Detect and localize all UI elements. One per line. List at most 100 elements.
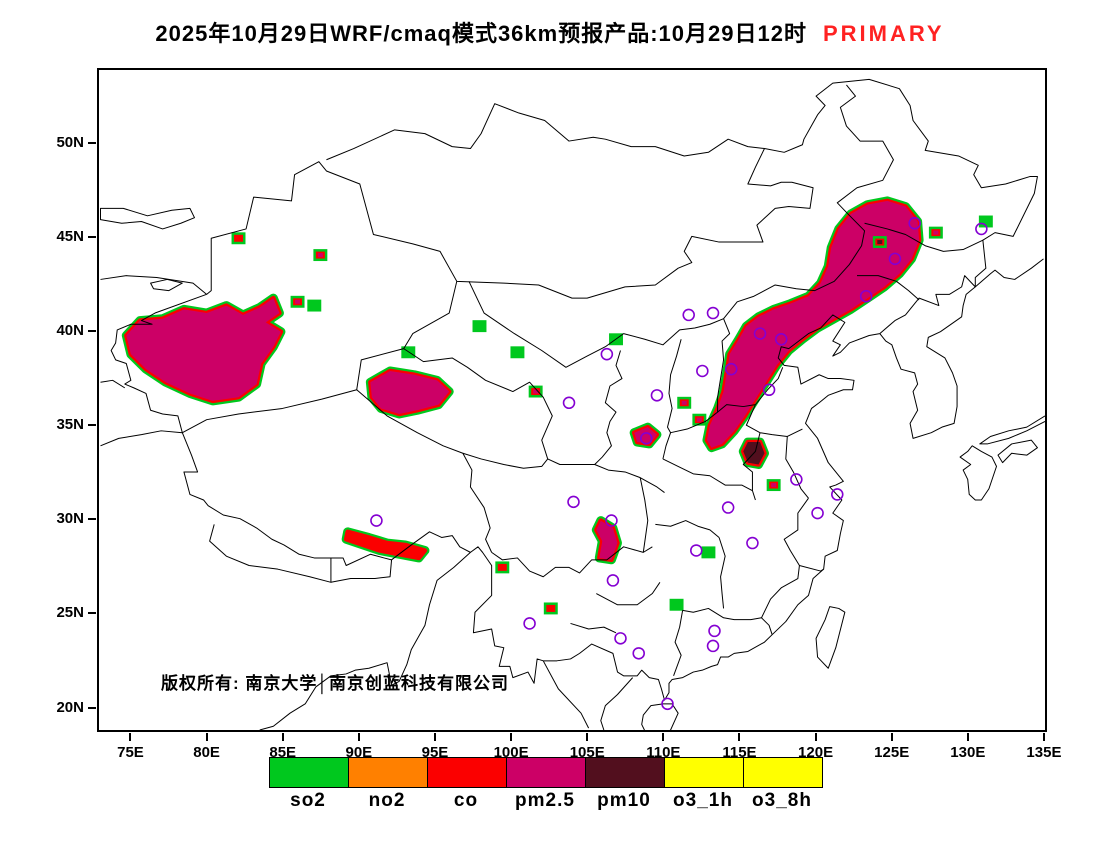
- border-line: [259, 552, 471, 730]
- legend-label-so2: so2: [290, 790, 326, 811]
- y-tick-label: 50N: [56, 134, 84, 152]
- border-line: [979, 415, 1045, 445]
- legend-swatch-pm10: [585, 757, 665, 788]
- station-circle: [370, 514, 383, 527]
- border-line: [997, 439, 1038, 464]
- border-line: [99, 207, 195, 230]
- x-tick-label: 130E: [950, 744, 986, 761]
- x-tick: [890, 733, 893, 741]
- pollution-spot: [771, 483, 777, 488]
- station-circle: [706, 306, 720, 320]
- station-circle: [567, 495, 580, 509]
- province-line: [356, 389, 493, 553]
- pollution-spot: [681, 400, 687, 405]
- border-line: [100, 430, 183, 447]
- province-line: [785, 436, 809, 499]
- x-tick-label: 80E: [193, 744, 220, 761]
- x-tick-label: 135E: [1026, 744, 1062, 761]
- y-tick: [88, 330, 96, 333]
- y-tick-label: 40N: [56, 322, 84, 340]
- x-tick: [510, 733, 513, 741]
- x-tick: [129, 733, 132, 741]
- legend-label-no2: no2: [368, 790, 406, 811]
- legend-swatch-so2: [269, 757, 349, 788]
- pollution-spot: [546, 604, 556, 612]
- copyright-text: 版权所有: 南京大学│南京创蓝科技有限公司: [161, 674, 510, 693]
- pollution-spot: [978, 215, 993, 228]
- province-line: [761, 497, 809, 618]
- y-tick: [88, 706, 96, 709]
- x-tick: [586, 733, 589, 741]
- province-line: [755, 367, 784, 405]
- station-circle: [975, 222, 988, 236]
- border-line: [879, 286, 976, 439]
- province-line: [718, 537, 726, 609]
- x-tick: [205, 733, 208, 741]
- y-tick: [88, 424, 96, 427]
- station-circle: [661, 697, 674, 711]
- province-line: [662, 458, 756, 501]
- border-line: [100, 275, 207, 295]
- border-line: [959, 445, 998, 501]
- pollution-spot: [533, 389, 539, 394]
- legend-label-o3_1h: o3_1h: [673, 790, 733, 811]
- x-tick: [281, 733, 284, 741]
- station-circle: [640, 432, 653, 445]
- station-circle: [888, 252, 902, 266]
- y-tick: [88, 142, 96, 145]
- legend-swatch-pm2.5: [506, 757, 586, 788]
- x-tick: [1042, 733, 1045, 741]
- border-line: [209, 524, 332, 583]
- province-line: [403, 348, 553, 460]
- border-line: [815, 606, 846, 669]
- province-line: [799, 565, 824, 572]
- province-line: [468, 84, 894, 368]
- pollution-spot: [234, 234, 243, 242]
- y-tick-label: 20N: [56, 698, 84, 716]
- pollution-spot: [295, 299, 301, 304]
- pollution-spot: [401, 346, 416, 359]
- province-line: [717, 404, 803, 437]
- title-text: 2025年10月29日WRF/cmaq模式36km预报产品:10月29日12时: [155, 21, 807, 46]
- pollution-spot: [669, 598, 684, 611]
- station-circle: [690, 544, 703, 557]
- station-circle: [606, 574, 620, 587]
- pollution-spot: [472, 320, 487, 333]
- pollution-region-lhasa-valley: [346, 531, 425, 558]
- legend-swatch-o3_1h: [664, 757, 744, 788]
- station-circle: [721, 501, 735, 514]
- china-map: [99, 78, 1045, 730]
- legend-label-pm10: pm10: [597, 790, 651, 811]
- province-line: [742, 432, 761, 491]
- page-title: 2025年10月29日WRF/cmaq模式36km预报产品:10月29日12时 …: [0, 16, 1100, 48]
- station-circle: [774, 333, 788, 346]
- station-circle: [650, 389, 664, 402]
- legend-swatch-no2: [348, 757, 428, 788]
- province-line: [547, 458, 665, 493]
- station-circle: [614, 632, 627, 645]
- pollution-region-tarim-basin: [126, 298, 281, 401]
- y-tick: [88, 612, 96, 615]
- province-line: [666, 318, 731, 434]
- station-circle: [632, 647, 645, 660]
- pollution-region-northeast-band: [706, 200, 920, 448]
- station-circle: [762, 383, 776, 397]
- legend-swatch-o3_8h: [743, 757, 823, 788]
- station-circle: [746, 536, 759, 550]
- station-circle: [724, 362, 738, 376]
- station-circle: [859, 289, 873, 303]
- province-line: [682, 607, 773, 635]
- x-tick: [357, 733, 360, 741]
- x-tick-label: 125E: [874, 744, 910, 761]
- province-line: [673, 610, 684, 676]
- province-line: [639, 477, 649, 553]
- province-line: [662, 432, 672, 460]
- border-line: [974, 258, 1044, 288]
- border-line: [100, 379, 126, 389]
- y-tick-label: 30N: [56, 510, 84, 528]
- station-circle: [908, 217, 921, 230]
- province-line: [491, 546, 653, 578]
- map-plot: 版权所有: 南京大学│南京创蓝科技有限公司: [97, 68, 1047, 732]
- station-circle: [706, 639, 720, 653]
